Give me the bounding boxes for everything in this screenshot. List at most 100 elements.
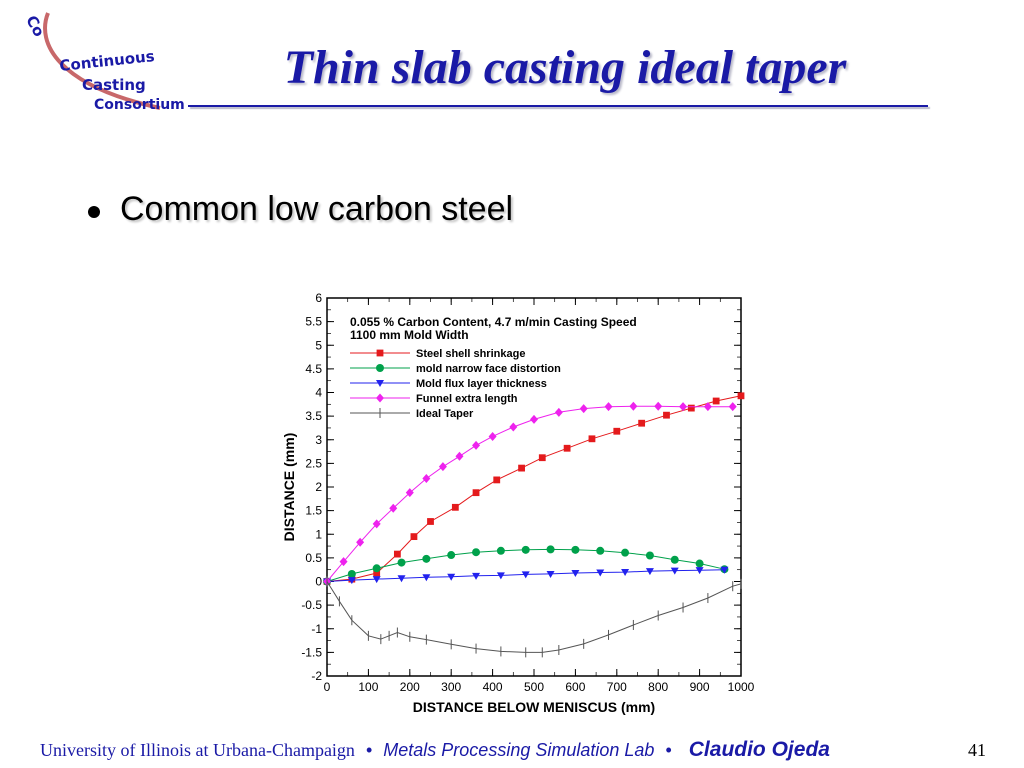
footer-separator: • [665,740,672,760]
y-tick-label: 0.5 [305,551,322,565]
data-point [638,419,646,427]
legend-item: Mold flux layer thickness [350,378,547,390]
data-point [455,451,464,461]
data-point [720,566,729,574]
taper-chart: 6 5.5 5 4.5 4 3.5 3 2.5 2 1.5 1 0.5 0 -0.5 -1 -1.5 -2 0 1… [281,291,755,715]
data-point [438,462,447,472]
page-number: 41 [968,740,986,760]
data-point [518,464,525,472]
x-tick-label: 700 [607,680,627,694]
bullet-item: Common low carbon steel [88,190,513,229]
data-point [670,555,679,564]
data-point [472,440,481,450]
legend-label: Funnel extra length [416,393,518,405]
page-title: Thin slab casting ideal taper [283,41,847,94]
data-point [571,545,580,554]
data-point [521,545,530,554]
data-point [347,569,356,578]
y-axis-label: DISTANCE (mm) [281,433,297,542]
data-point [372,576,381,584]
footer: University of Illinois at Urbana-Champai… [40,738,830,762]
legend-item: Funnel extra length [350,393,518,405]
footer-separator: • [365,740,373,760]
data-point [538,454,546,462]
data-point [546,545,555,554]
logo-line-1: Continuous [59,47,156,75]
data-point [521,571,530,579]
data-point [372,519,381,529]
data-point [356,537,365,547]
x-tick-label: 900 [690,680,710,694]
legend-label: Mold flux layer thickness [416,378,547,390]
y-tick-label: -1.5 [301,645,322,659]
data-point [488,431,497,441]
data-point [422,574,431,582]
plot-area [326,297,742,677]
data-point [493,476,501,484]
legend-marker [376,349,384,357]
y-tick-label: 1.5 [305,504,322,518]
y-tick-label: 2 [315,480,322,494]
series-layer [323,392,745,658]
bullet-text: Common low carbon steel [120,190,514,228]
series-group [326,576,742,658]
x-axis-label: DISTANCE BELOW MENISCUS (mm) [413,699,655,715]
x-tick-label: 500 [524,680,544,694]
data-point [546,570,555,578]
x-tick-label: 600 [565,680,585,694]
legend: Steel shell shrinkage mold narrow face di… [350,348,561,420]
data-point [410,533,418,541]
data-point [530,414,538,424]
data-point [389,503,398,513]
data-point [703,402,712,412]
x-tick-label: 0 [324,680,331,694]
data-point [339,557,348,567]
consortium-logo: Co Continuous Casting Consortium [22,12,185,113]
bullet-dot-icon [88,205,100,218]
data-point [509,422,518,432]
data-point [629,401,638,411]
y-tick-label: -0.5 [301,598,322,612]
legend-marker [376,393,384,403]
logo-line-2: Casting [82,76,146,94]
data-point [422,473,431,483]
data-point [397,575,406,583]
x-tick-label: 400 [483,680,503,694]
legend-label: Steel shell shrinkage [416,348,525,360]
data-point [596,569,605,577]
data-point [563,444,571,452]
y-tick-label: 5 [315,338,322,352]
x-tick-label: 300 [441,680,461,694]
data-point [447,573,456,581]
data-point [687,404,695,412]
y-tick-label: 1 [315,527,322,541]
data-point [613,427,621,435]
data-point [579,404,588,414]
data-point [695,567,704,575]
data-point [604,402,613,412]
data-point [588,435,596,443]
y-tick-label: 3 [315,433,322,447]
data-point [621,548,630,557]
data-point [427,518,434,525]
data-point [621,569,630,577]
data-point [373,569,381,577]
data-point [393,550,401,558]
data-point [554,407,563,417]
data-point [695,559,704,568]
legend-label: mold narrow face distortion [416,363,561,375]
y-tick-label: 4 [315,386,322,400]
legend-label: Ideal Taper [416,408,474,420]
x-tick-label: 800 [648,680,668,694]
legend-item: Steel shell shrinkage [350,348,525,360]
data-point [596,546,605,555]
data-point [670,567,679,575]
chart-annotation-line-1: 0.055 % Carbon Content, 4.7 m/min Castin… [350,315,637,329]
data-point [472,489,480,497]
y-axis-ticks: 6 5.5 5 4.5 4 3.5 3 2.5 2 1.5 1 0.5 0 -0.5 -1 -1.5 -2 [301,291,741,683]
legend-marker [376,380,384,387]
footer-lab: Metals Processing Simulation Lab [383,740,655,760]
y-tick-label: 5.5 [305,315,322,329]
data-point [728,402,737,412]
y-tick-label: 2.5 [305,456,322,470]
